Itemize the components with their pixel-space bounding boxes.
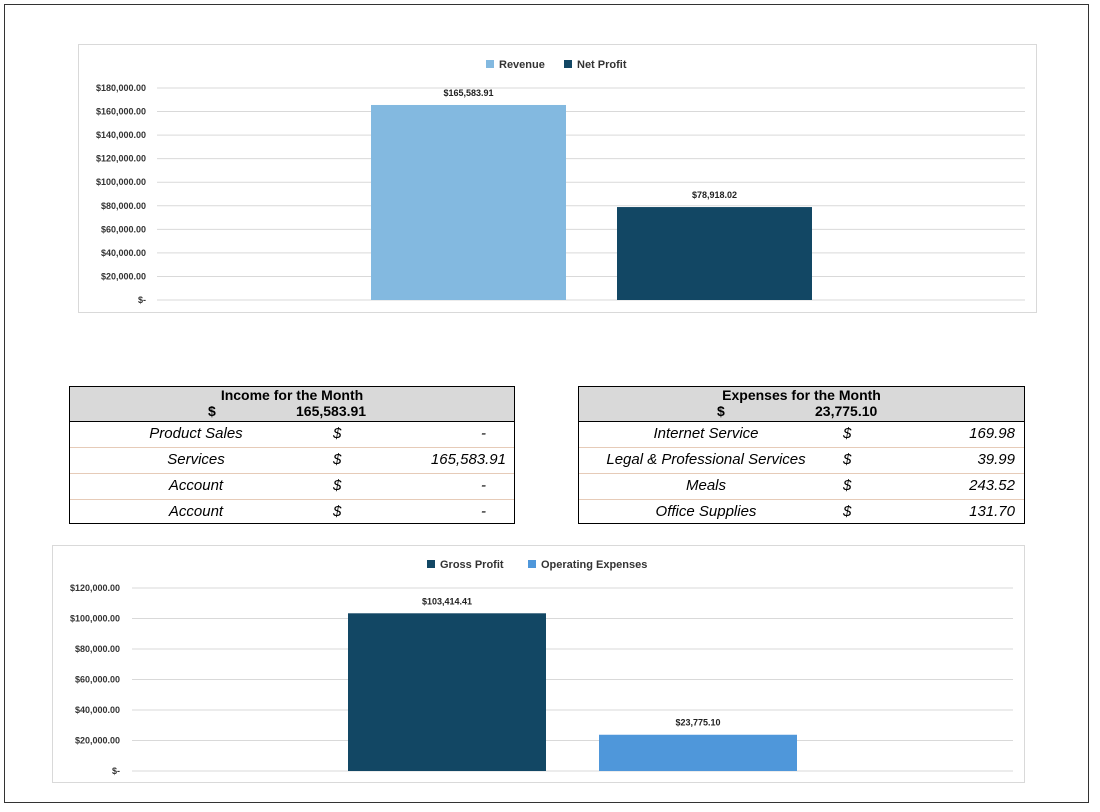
y-tick-label: $20,000.00 [75, 736, 120, 746]
y-tick-label: $100,000.00 [70, 614, 120, 624]
expense-row-label: Office Supplies [655, 503, 757, 520]
expense-row: Internet Service $ 169.98 [579, 422, 1024, 448]
y-tick-label: $60,000.00 [101, 224, 146, 234]
legend-label: Revenue [499, 59, 545, 71]
page-frame [4, 4, 1089, 803]
expense-row-currency: $ [843, 477, 852, 494]
expense-row-label: Legal & Professional Services [606, 451, 806, 468]
bar-revenue [371, 104, 566, 301]
expense-row: Office Supplies $ 131.70 [579, 500, 1024, 525]
expense-row-amount: 243.52 [969, 477, 1015, 494]
expenses-header: Expenses for the Month $ 23,775.10 [579, 387, 1024, 422]
legend-swatch [427, 560, 435, 568]
income-header: Income for the Month $ 165,583.91 [70, 387, 514, 422]
income-row-label: Product Sales [149, 425, 243, 442]
y-tick-label: $- [138, 295, 146, 305]
legend-label: Operating Expenses [541, 559, 647, 571]
expense-row-amount: 169.98 [969, 425, 1015, 442]
income-row: Services $ 165,583.91 [70, 448, 514, 474]
legend-swatch [528, 560, 536, 568]
y-tick-label: $100,000.00 [96, 177, 146, 187]
income-title: Income for the Month [220, 387, 364, 403]
income-row: Product Sales $ - [70, 422, 514, 448]
y-tick-label: $40,000.00 [101, 248, 146, 258]
y-tick-label: $120,000.00 [96, 154, 146, 164]
data-label: $103,414.41 [422, 596, 472, 606]
income-row-currency: $ [333, 451, 342, 468]
expense-row-amount: 131.70 [969, 503, 1015, 520]
legend-label: Gross Profit [440, 559, 504, 571]
revenue-profit-chart[interactable]: $- $20,000.00 $40,000.00 $60,000.00 $80,000.… [78, 44, 1037, 313]
y-tick-label: $80,000.00 [75, 644, 120, 654]
income-row-label: Account [168, 477, 224, 494]
income-summary: Income for the Month $ 165,583.91 Produc… [69, 386, 515, 524]
legend-swatch [564, 60, 572, 68]
income-row-currency: $ [333, 477, 342, 494]
legend-swatch [486, 60, 494, 68]
income-row: Account $ - [70, 500, 514, 525]
expense-row: Legal & Professional Services $ 39.99 [579, 448, 1024, 474]
expenses-summary: Expenses for the Month $ 23,775.10 Inter… [578, 386, 1025, 524]
legend-label: Net Profit [577, 59, 627, 71]
bar-operating-expenses [599, 734, 797, 771]
expenses-total-currency: $ [717, 403, 725, 419]
expense-row-amount: 39.99 [977, 451, 1015, 468]
y-tick-label: $- [112, 766, 120, 776]
gross-profit-expenses-chart[interactable]: $- $20,000.00 $40,000.00 $60,000.00 $80,000.… [52, 545, 1025, 783]
expense-row-currency: $ [843, 451, 852, 468]
y-tick-label: $40,000.00 [75, 705, 120, 715]
income-total-currency: $ [208, 403, 216, 419]
income-row: Account $ - [70, 474, 514, 500]
y-tick-label: $60,000.00 [75, 675, 120, 685]
y-tick-label: $20,000.00 [101, 271, 146, 281]
expense-row-currency: $ [843, 425, 852, 442]
y-tick-label: $120,000.00 [70, 583, 120, 593]
income-row-amount: - [481, 425, 486, 442]
bar-net-profit [617, 207, 812, 300]
revenue-profit-chart-svg: $- $20,000.00 $40,000.00 $60,000.00 $80,000.… [96, 59, 1025, 305]
y-tick-label: $140,000.00 [96, 130, 146, 140]
expense-row: Meals $ 243.52 [579, 474, 1024, 500]
y-tick-label: $80,000.00 [101, 201, 146, 211]
y-tick-label: $160,000.00 [96, 107, 146, 117]
income-row-currency: $ [333, 425, 342, 442]
expenses-total: 23,775.10 [815, 403, 878, 419]
income-row-amount: - [481, 477, 486, 494]
expense-row-label: Meals [685, 477, 726, 494]
gross-profit-expenses-chart-svg: $- $20,000.00 $40,000.00 $60,000.00 $80,000.… [70, 559, 1013, 776]
income-row-label: Services [167, 451, 225, 468]
data-label: $165,583.91 [443, 88, 493, 98]
income-row-label: Account [168, 503, 224, 520]
expense-row-currency: $ [843, 503, 852, 520]
income-total: 165,583.91 [296, 403, 367, 419]
data-label: $23,775.10 [675, 718, 720, 728]
expenses-title: Expenses for the Month [722, 387, 881, 403]
y-tick-label: $180,000.00 [96, 83, 146, 93]
data-label: $78,918.02 [692, 190, 737, 200]
income-row-amount: 165,583.91 [430, 451, 506, 468]
bar-gross-profit [348, 613, 546, 771]
income-row-amount: - [481, 503, 486, 520]
income-row-currency: $ [333, 503, 342, 520]
expense-row-label: Internet Service [653, 425, 759, 442]
